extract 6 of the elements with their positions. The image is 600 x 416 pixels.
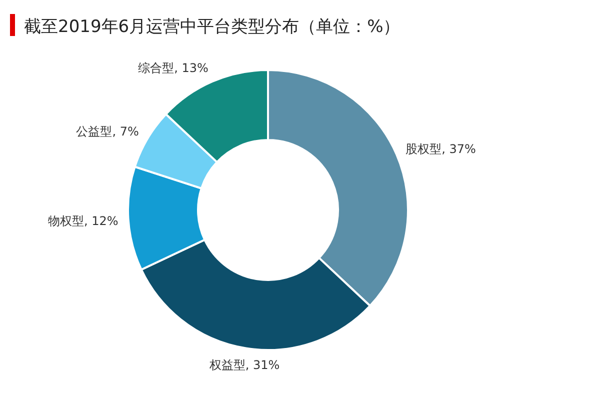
slice-label: 综合型, 13% [138,60,208,75]
slice-label: 物权型, 12% [48,214,118,228]
slice-label: 股权型, 37% [406,142,476,156]
slice-label: 公益型, 7% [76,124,139,139]
chart-title: 截至2019年6月运营中平台类型分布（单位：%） [24,17,400,37]
slice-label: 权益型, 31% [208,358,280,372]
